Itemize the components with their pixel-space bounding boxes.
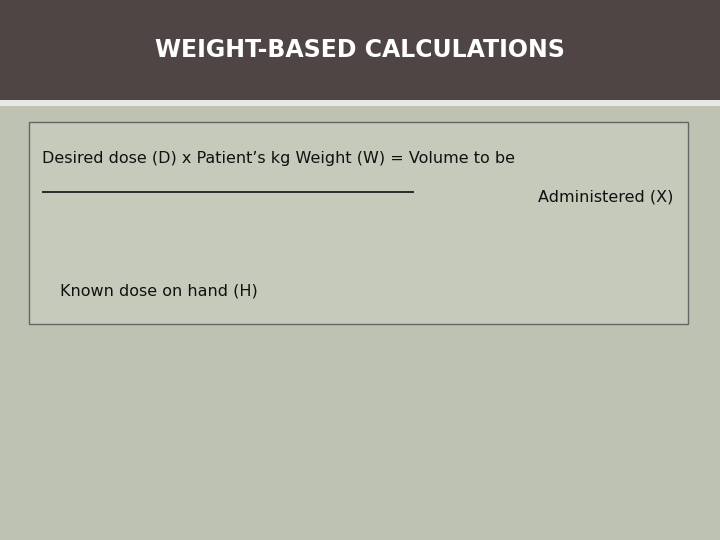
Text: Administered (X): Administered (X)	[538, 189, 673, 204]
Text: Desired dose (D) x Patient’s kg Weight (W) = Volume to be: Desired dose (D) x Patient’s kg Weight (…	[42, 151, 515, 166]
Text: Known dose on hand (H): Known dose on hand (H)	[60, 284, 258, 299]
Bar	[0, 100, 720, 106]
Bar	[29, 122, 688, 324]
Bar	[0, 0, 720, 100]
Text: WEIGHT-BASED CALCULATIONS: WEIGHT-BASED CALCULATIONS	[155, 38, 565, 62]
